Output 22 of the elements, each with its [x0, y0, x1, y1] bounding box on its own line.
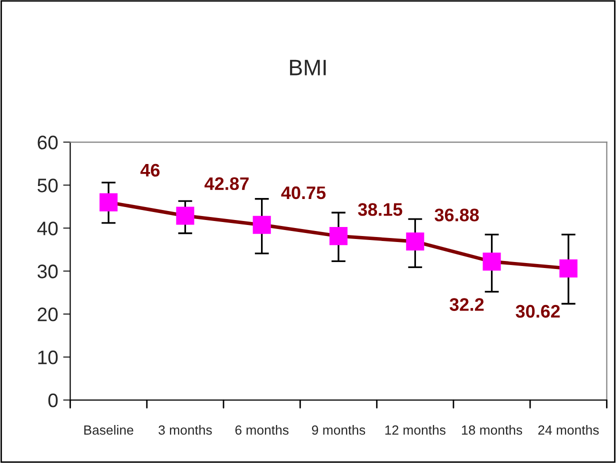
y-tick-label: 40	[37, 222, 58, 236]
y-tick-label: 20	[38, 308, 58, 322]
x-tick-label: 6 months	[235, 425, 289, 435]
x-tick-label: 12 months	[385, 425, 446, 435]
x-tick-label: 24 months	[538, 425, 599, 435]
data-label: 40.75	[281, 186, 326, 200]
y-tick-label: 50	[38, 178, 58, 192]
data-label: 32.2	[450, 298, 484, 311]
y-tick-label: 10	[38, 350, 58, 364]
data-label: 38.15	[358, 203, 402, 216]
data-label: 36.88	[434, 208, 479, 222]
chart-title: BMI	[290, 60, 326, 76]
data-label: 42.87	[204, 177, 249, 190]
x-tick-label: Baseline	[84, 425, 134, 435]
data-label: 46	[140, 164, 160, 177]
x-tick-label: 9 months	[312, 425, 366, 435]
x-tick-label: 18 months	[462, 425, 522, 435]
y-tick-label: 0	[48, 394, 58, 408]
data-label: 30.62	[516, 304, 560, 318]
y-tick-label: 30	[38, 264, 58, 278]
x-tick-label: 3 months	[158, 425, 212, 435]
y-tick-label: 60	[38, 136, 58, 150]
